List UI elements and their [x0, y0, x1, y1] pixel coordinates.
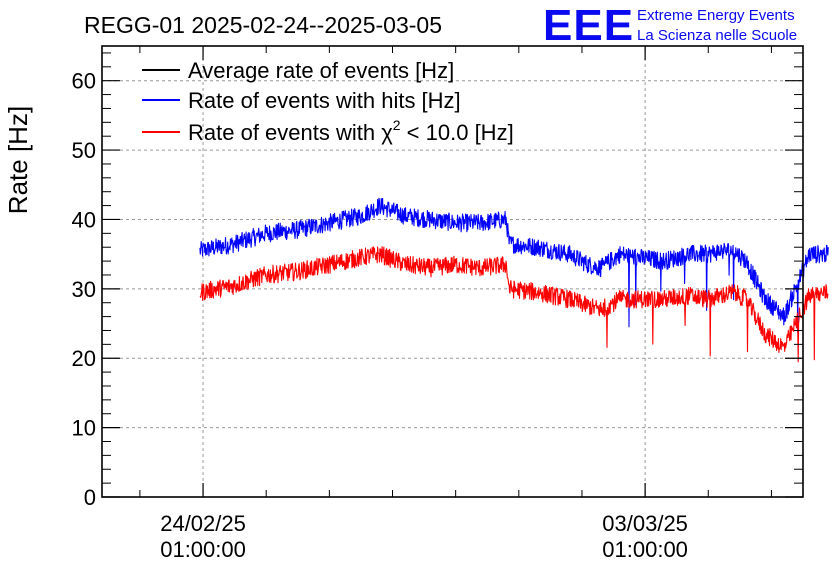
legend-label-2: Rate of events with χ2 < 10.0 [Hz] — [188, 117, 514, 145]
y-tick-label: 20 — [72, 346, 96, 371]
legend-label-0: Average rate of events [Hz] — [188, 58, 454, 83]
axes: 010203040506024/02/2501:00:0003/03/2501:… — [72, 46, 803, 562]
x-tick-label-time: 01:00:00 — [602, 537, 688, 562]
logo-line2: La Scienza nelle Scuole — [637, 27, 797, 44]
chart-title: REGG-01 2025-02-24--2025-03-05 — [84, 12, 442, 38]
legend-label-sup: 2 — [393, 117, 401, 133]
series-layer — [199, 197, 829, 363]
grid-lines — [102, 46, 803, 497]
legend-label-1: Rate of events with hits [Hz] — [188, 88, 461, 113]
x-tick-label-date: 24/02/25 — [160, 511, 246, 536]
series-line-2 — [199, 246, 829, 363]
y-tick-label: 40 — [72, 207, 96, 232]
x-tick-label-time: 01:00:00 — [160, 537, 246, 562]
y-tick-label: 30 — [72, 277, 96, 302]
plot-frame — [101, 45, 804, 498]
logo-line1: Extreme Energy Events — [637, 7, 795, 24]
y-tick-label: 10 — [72, 416, 96, 441]
legend-label-rest: < 10.0 [Hz] — [401, 120, 514, 145]
eee-logo: EEE Extreme Energy Events La Scienza nel… — [543, 1, 797, 50]
legend-label-main: Rate of events with χ — [188, 120, 393, 145]
series-line-1 — [199, 197, 829, 333]
legend: Average rate of events [Hz] Rate of event… — [142, 58, 514, 145]
logo-mark: EEE — [543, 1, 634, 50]
y-tick-label: 0 — [84, 485, 96, 510]
x-tick-label-date: 03/03/25 — [602, 511, 688, 536]
y-tick-label: 50 — [72, 138, 96, 163]
y-axis-label: Rate [Hz] — [3, 106, 33, 214]
y-tick-label: 60 — [72, 69, 96, 94]
